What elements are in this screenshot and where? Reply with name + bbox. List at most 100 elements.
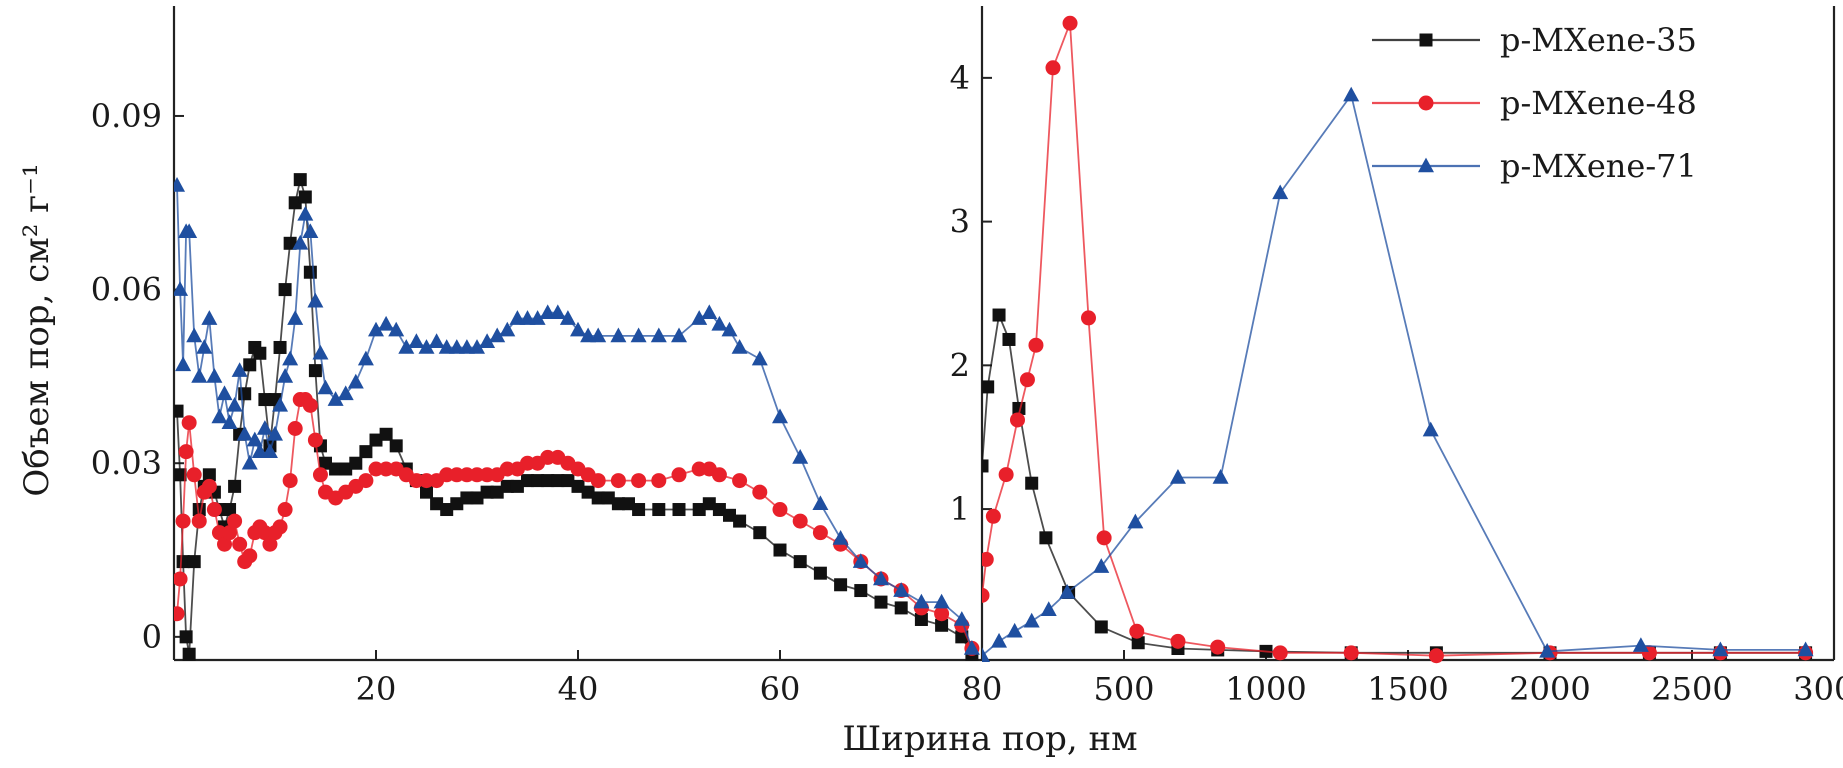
left-data-point [378, 315, 395, 331]
left-data-point [581, 485, 595, 499]
right-data-point [1212, 469, 1229, 484]
right-data-point [1081, 310, 1096, 326]
left-data-point [752, 484, 768, 500]
left-data-point [479, 333, 496, 348]
left-data-point [430, 497, 444, 511]
left-data-point [312, 344, 329, 360]
left-data-point [277, 502, 293, 518]
left-data-point [711, 315, 728, 331]
left-data-point [368, 321, 384, 337]
left-data-point [312, 467, 328, 483]
x-axis-title: Ширина пор, нм [842, 719, 1137, 759]
right-data-point [1797, 641, 1814, 657]
legend-label: p-MXene-71 [1500, 147, 1697, 185]
left-data-point [953, 611, 970, 626]
legend-marker [1419, 33, 1433, 47]
legend-marker [1418, 95, 1434, 111]
right-data-point [1539, 642, 1556, 658]
left-data-point [539, 304, 556, 320]
left-data-point [711, 467, 727, 483]
left-data-point [216, 385, 233, 401]
left-x-tick-label: 40 [558, 670, 599, 708]
left-data-point [570, 321, 586, 337]
right-data-point [1131, 636, 1145, 650]
left-data-point [302, 397, 318, 413]
left-data-point [339, 462, 353, 476]
left-data-point [721, 321, 738, 337]
left-data-point [174, 404, 184, 418]
right-data-point [998, 467, 1014, 483]
left-data-point [521, 474, 534, 488]
left-data-point [590, 473, 606, 489]
left-data-point [529, 310, 546, 325]
left-data-point [632, 503, 646, 517]
right-data-point [1006, 622, 1023, 638]
left-data-point [359, 445, 373, 459]
legend: p-MXene-35 p-MXene-48 p-MXene-71 [1372, 21, 1697, 185]
left-data-point [282, 473, 298, 489]
left-data-point [298, 190, 312, 204]
left-data-point [329, 462, 343, 476]
left-data-point [611, 497, 625, 511]
left-data-point [652, 503, 666, 517]
right-data-point [1059, 584, 1076, 599]
left-data-point [440, 503, 454, 517]
left-data-point [297, 205, 314, 221]
left-data-point [893, 582, 910, 597]
left-series-p-MXene-35 [174, 173, 979, 661]
left-data-point [283, 236, 297, 250]
left-data-point [499, 321, 516, 337]
legend-item: p-MXene-48 [1372, 84, 1697, 122]
left-data-point [358, 473, 374, 489]
left-series-line [176, 179, 973, 655]
right-data-point [982, 380, 995, 394]
left-data-point [293, 173, 307, 187]
left-data-point [591, 491, 605, 505]
left-data-point [469, 339, 485, 354]
right-data-point [992, 308, 1006, 322]
left-data-point [852, 553, 869, 568]
left-data-point [246, 431, 263, 447]
left-data-point [438, 339, 455, 354]
right-data-point [1045, 60, 1061, 76]
left-x-tick-label: 60 [760, 670, 801, 708]
left-data-point [222, 525, 238, 541]
right-data-point [1025, 476, 1039, 490]
left-data-point [236, 425, 253, 441]
left-data-point [701, 304, 718, 320]
right-data-point [982, 551, 994, 567]
left-data-point [420, 485, 433, 499]
left-data-point [186, 467, 202, 483]
left-data-point [480, 485, 494, 499]
left-data-point [631, 473, 647, 489]
left-data-point [223, 503, 237, 517]
legend-label: p-MXene-35 [1500, 21, 1697, 59]
series-layer [174, 15, 1814, 664]
left-data-point [671, 467, 687, 483]
left-data-point [282, 350, 299, 366]
left-x-tick-label: 20 [356, 670, 397, 708]
left-data-point [317, 379, 334, 395]
left-data-point [672, 503, 686, 517]
left-data-point [267, 425, 283, 441]
right-data-point [1096, 530, 1112, 546]
left-data-point [874, 595, 888, 609]
right-data-point [1093, 558, 1110, 573]
left-data-point [349, 456, 363, 470]
left-data-point [176, 555, 190, 569]
left-data-point [302, 223, 319, 239]
right-data-point [1127, 513, 1144, 529]
left-data-point [812, 525, 828, 541]
left-data-point [793, 555, 807, 569]
right-data-point [1062, 15, 1078, 31]
right-data-point [1019, 372, 1035, 388]
left-data-point [702, 497, 716, 511]
right-data-point [1712, 641, 1729, 657]
left-data-point [418, 339, 435, 354]
left-data-point [187, 555, 201, 569]
right-data-point [1422, 421, 1439, 437]
right-x-tick-label: 2000 [1509, 670, 1590, 708]
left-data-point [186, 327, 203, 343]
left-data-point [723, 508, 736, 522]
right-data-point [1343, 86, 1360, 102]
